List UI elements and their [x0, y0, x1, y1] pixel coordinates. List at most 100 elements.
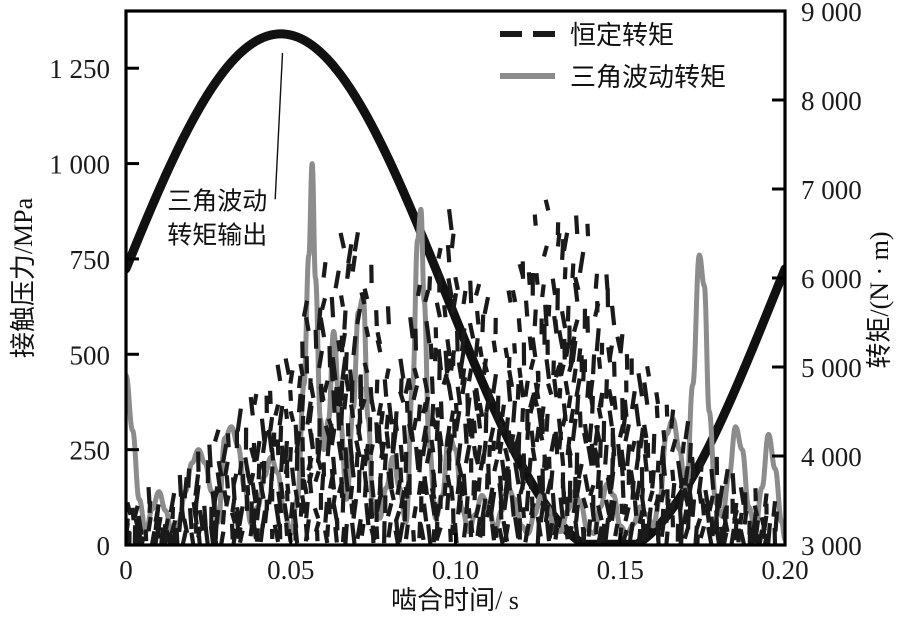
dash-segment: [329, 428, 337, 446]
dash-segment: [293, 489, 301, 508]
dash-segment: [376, 402, 384, 417]
dash-segment: [298, 502, 304, 517]
dash-segment: [689, 456, 696, 479]
dash-segment: [587, 423, 594, 443]
dash-segment: [526, 272, 532, 285]
dash-segment: [132, 505, 140, 519]
dash-segment: [497, 441, 504, 455]
dash-segment: [557, 329, 565, 350]
dash-segment: [401, 425, 408, 444]
dash-segment: [196, 527, 203, 538]
dash-segment: [330, 494, 337, 510]
dash-segment: [534, 273, 540, 285]
dash-segment: [773, 511, 780, 532]
dash-segment: [403, 451, 409, 473]
dash-segment: [164, 529, 172, 545]
dash-segment: [612, 395, 618, 410]
dash-segment: [594, 328, 601, 352]
dash-segment: [320, 473, 326, 491]
dash-segment: [283, 440, 290, 465]
dash-segment: [535, 516, 543, 537]
dash-segment: [412, 367, 420, 379]
dash-segment: [607, 410, 614, 427]
dash-segment: [571, 368, 578, 383]
dash-segment: [387, 402, 394, 425]
dash-segment: [435, 407, 441, 418]
dash-segment: [162, 533, 169, 545]
dash-segment: [435, 526, 443, 539]
dash-segment: [368, 443, 375, 456]
dash-segment: [596, 407, 603, 419]
dash-segment: [497, 482, 504, 505]
dash-segment: [423, 430, 429, 444]
dash-segment: [636, 372, 645, 397]
dash-segment: [369, 399, 376, 413]
dash-segment: [484, 504, 492, 518]
dash-segment: [474, 387, 481, 402]
dash-segment: [458, 481, 465, 497]
dash-segment: [552, 378, 559, 398]
dash-segment: [548, 470, 555, 490]
dash-segment: [489, 491, 497, 514]
dash-segment: [446, 208, 454, 231]
dash-segment: [490, 523, 497, 541]
dash-segment: [669, 438, 678, 453]
dash-segment: [273, 503, 282, 527]
dash-segment: [155, 516, 163, 533]
dash-segment: [659, 445, 666, 466]
dash-segment: [253, 489, 260, 504]
dash-segment: [447, 434, 455, 453]
dash-segment: [502, 523, 511, 543]
dash-segment: [593, 273, 600, 289]
dash-segment: [562, 267, 568, 280]
dash-segment: [386, 522, 393, 538]
dash-segment: [761, 515, 769, 538]
dash-segment: [153, 504, 161, 523]
dash-segment: [468, 280, 474, 304]
dash-segment: [355, 308, 363, 325]
dash-segment: [576, 348, 583, 363]
dash-segment: [325, 433, 332, 457]
dash-segment: [604, 274, 610, 290]
dash-segment: [516, 493, 523, 513]
dash-segment: [408, 316, 415, 339]
dash-segment: [467, 322, 476, 339]
dash-segment: [312, 507, 321, 520]
dash-segment: [587, 379, 595, 400]
dash-segment: [465, 397, 472, 417]
legend-label: 三角波动转矩: [570, 63, 726, 92]
y-right-tick-label: 9 000: [801, 0, 862, 27]
dash-segment: [423, 396, 431, 413]
dash-segment: [268, 416, 275, 432]
dash-segment: [374, 494, 383, 513]
dash-segment: [461, 290, 468, 305]
dash-segment: [450, 292, 459, 314]
dash-segment: [531, 391, 540, 408]
dash-segment: [619, 503, 625, 514]
dash-segment: [294, 431, 302, 454]
dash-segment: [362, 288, 370, 300]
dash-segment: [481, 358, 489, 376]
dash-segment: [694, 517, 703, 530]
dash-segment: [189, 532, 196, 545]
dash-segment: [436, 349, 444, 371]
dash-segment: [480, 314, 486, 333]
dash-segment: [668, 500, 677, 515]
dash-segment: [553, 431, 560, 455]
dash-segment: [288, 370, 295, 384]
dash-segment: [219, 531, 226, 545]
dash-segment: [328, 423, 334, 436]
dash-segment: [500, 404, 506, 418]
dash-segment: [528, 358, 536, 371]
dash-segment: [604, 379, 609, 399]
dash-segment: [482, 296, 491, 315]
dash-segment: [535, 370, 541, 382]
dash-segment: [586, 445, 594, 466]
dash-segment: [229, 511, 238, 524]
dash-segment: [605, 477, 613, 495]
dash-segment: [596, 526, 604, 545]
dash-segment: [550, 278, 558, 296]
dash-segment: [654, 405, 660, 419]
y-left-tick-label: 1 000: [49, 150, 110, 180]
